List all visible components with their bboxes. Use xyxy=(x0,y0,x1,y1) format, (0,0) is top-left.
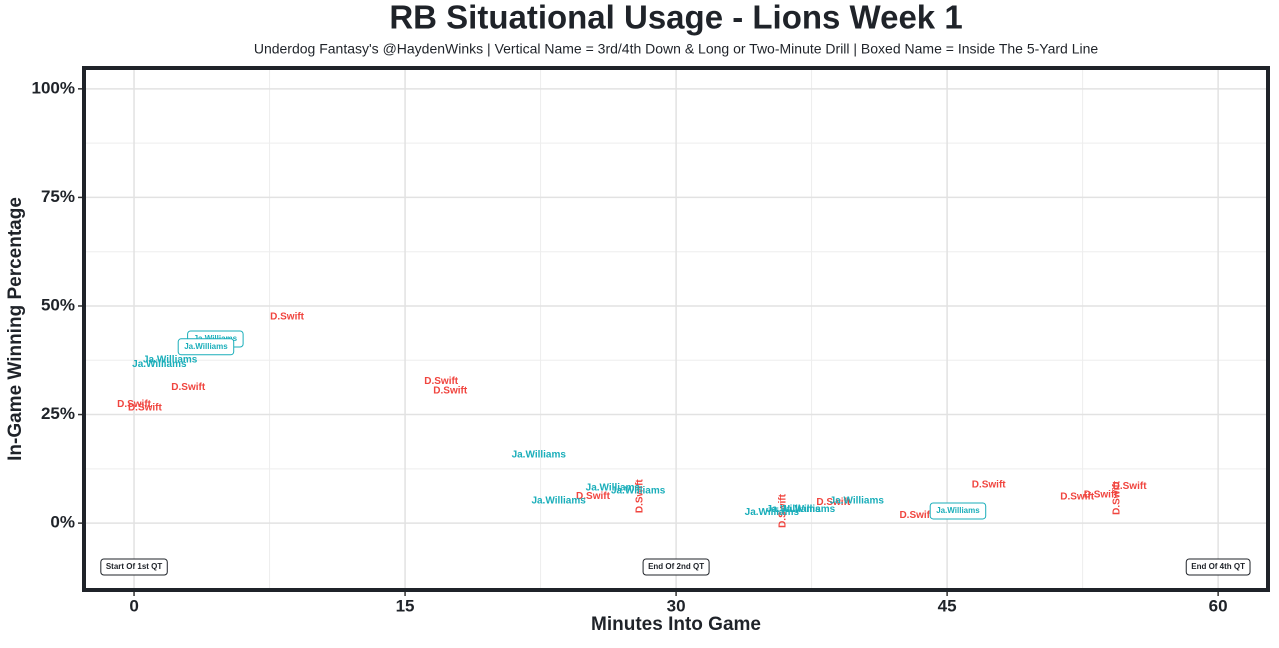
player-label: Ja.Williams xyxy=(745,507,800,518)
player-label: D.Swift xyxy=(635,479,646,514)
player-label: D.Swift xyxy=(1112,480,1123,515)
player-label: D.Swift xyxy=(972,480,1007,491)
player-point: Ja.Williams xyxy=(781,504,836,515)
player-label: D.Swift xyxy=(117,399,152,410)
label-box xyxy=(177,338,235,356)
x-tick-label: 30 xyxy=(667,596,686,615)
player-point: Ja.Williams xyxy=(766,504,821,515)
player-label: Ja.Williams xyxy=(512,450,567,461)
y-tick-label: 50% xyxy=(41,295,75,314)
quarter-annotation: Start Of 1st QT xyxy=(100,558,168,576)
plot-border xyxy=(82,66,1270,592)
player-point: Ja.Williams xyxy=(586,483,641,494)
player-label: Ja.Williams xyxy=(611,486,666,497)
player-label: Ja.Williams xyxy=(531,496,586,507)
label-box xyxy=(929,502,987,520)
player-point: D.Swift xyxy=(270,311,305,322)
x-tick-label: 45 xyxy=(938,596,957,615)
player-point: D.Swift xyxy=(424,376,459,387)
player-point: Ja.Williams xyxy=(830,496,885,507)
player-label: D.Swift xyxy=(171,382,206,393)
annotation-box xyxy=(1185,558,1251,576)
player-label: Ja.Williams xyxy=(586,483,641,494)
x-tick-label: 15 xyxy=(396,596,415,615)
player-point: D.Swift xyxy=(635,479,646,514)
player-point: Ja.Williams xyxy=(512,450,567,461)
y-tick-label: 25% xyxy=(41,404,75,423)
quarter-annotation: End Of 4th QT xyxy=(1185,558,1251,576)
player-point: Ja.Williams xyxy=(745,507,800,518)
player-point: D.Swift xyxy=(816,497,851,508)
player-point: D.Swift xyxy=(433,386,468,397)
player-label: D.Swift xyxy=(270,311,305,322)
player-label: D.Swift xyxy=(1060,492,1095,503)
player-point: D.Swift xyxy=(117,399,152,410)
player-label: D.Swift xyxy=(424,376,459,387)
player-label: D.Swift xyxy=(1113,481,1148,492)
player-label: Ja.Williams xyxy=(830,496,885,507)
player-point: D.Swift xyxy=(972,480,1007,491)
player-point: Ja.Williams xyxy=(132,359,187,370)
player-point: D.Swift xyxy=(1112,480,1123,515)
player-label: D.Swift xyxy=(128,403,163,414)
y-axis-label: In-Game Winning Percentage xyxy=(5,197,26,461)
x-tick-label: 60 xyxy=(1209,596,1228,615)
annotation-text: End Of 4th QT xyxy=(1191,562,1245,571)
y-tick-label: 75% xyxy=(41,187,75,206)
player-label: D.Swift xyxy=(1084,490,1119,501)
player-point: D.Swift xyxy=(1113,481,1148,492)
player-point: D.Swift xyxy=(576,491,611,502)
player-point: D.Swift xyxy=(171,382,206,393)
player-label: D.Swift xyxy=(899,510,934,521)
player-point: D.Swift xyxy=(777,493,788,528)
chart-title: RB Situational Usage - Lions Week 1 xyxy=(389,0,962,36)
player-label: Ja.Williams xyxy=(184,342,228,351)
player-label: Ja.Williams xyxy=(143,354,198,365)
player-label: D.Swift xyxy=(777,493,788,528)
quarter-annotation: End Of 2nd QT xyxy=(642,558,710,576)
player-point: D.Swift xyxy=(1084,490,1119,501)
player-point: Ja.Williams xyxy=(143,354,198,365)
player-label: Ja.Williams xyxy=(766,504,821,515)
player-label: D.Swift xyxy=(816,497,851,508)
player-label: Ja.Williams xyxy=(936,506,980,515)
annotation-box xyxy=(100,558,168,576)
player-point: D.Swift xyxy=(1060,492,1095,503)
annotation-text: End Of 2nd QT xyxy=(648,562,704,571)
player-label: D.Swift xyxy=(433,386,468,397)
y-tick-label: 100% xyxy=(32,78,75,97)
player-point: D.Swift xyxy=(128,403,163,414)
chart-subtitle: Underdog Fantasy's @HaydenWinks | Vertic… xyxy=(254,41,1099,57)
player-point: Ja.Williams xyxy=(531,496,586,507)
annotation-text: Start Of 1st QT xyxy=(106,562,163,571)
x-tick-label: 0 xyxy=(129,596,138,615)
y-tick-label: 0% xyxy=(50,513,75,532)
player-point: Ja.Williams xyxy=(611,486,666,497)
player-label: D.Swift xyxy=(576,491,611,502)
player-point: Ja.Williams xyxy=(177,338,235,356)
annotation-box xyxy=(642,558,710,576)
player-point: Ja.Williams xyxy=(929,502,987,520)
player-label: Ja.Williams xyxy=(132,359,187,370)
x-axis-label: Minutes Into Game xyxy=(591,614,761,635)
player-label: Ja.Williams xyxy=(781,504,836,515)
player-point: D.Swift xyxy=(899,510,934,521)
